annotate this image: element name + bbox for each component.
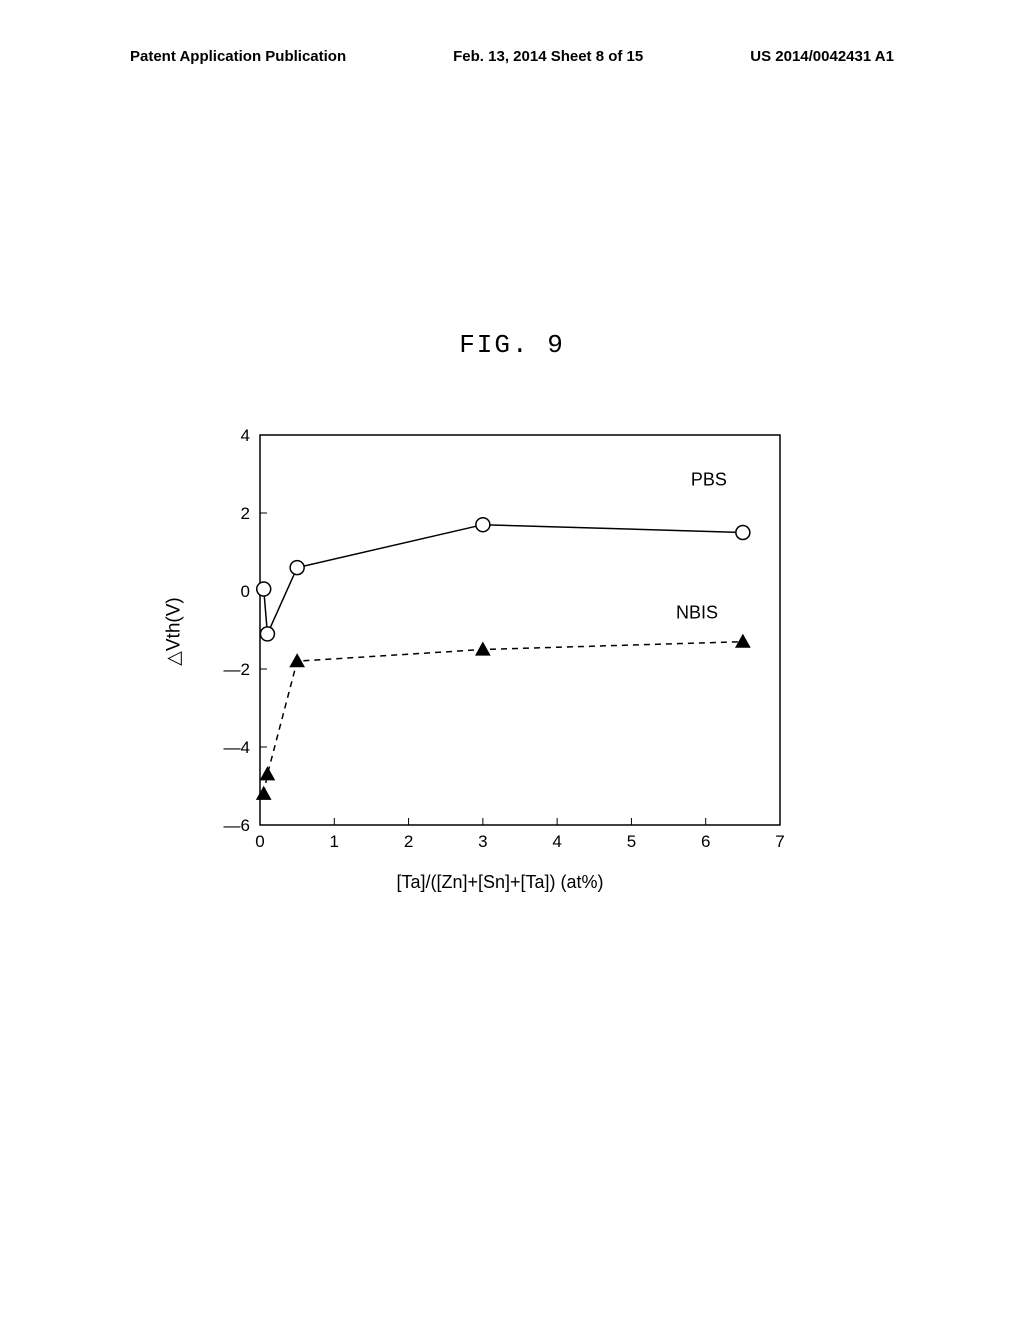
svg-text:3: 3 [478,832,487,851]
svg-text:6: 6 [701,832,710,851]
svg-text:0: 0 [255,832,264,851]
svg-text:4: 4 [241,426,250,445]
header-center: Feb. 13, 2014 Sheet 8 of 15 [453,48,643,65]
svg-text:—4: —4 [224,738,250,757]
y-axis-label: △Vth(V) [163,597,186,665]
svg-text:—2: —2 [224,660,250,679]
svg-text:7: 7 [775,832,784,851]
chart: 0 1 2 3 4 5 6 7 —6 —4 —2 0 2 4 PBS NBIS [200,425,800,875]
page-header: Patent Application Publication Feb. 13, … [0,48,1024,65]
header-right: US 2014/0042431 A1 [750,48,894,65]
svg-text:5: 5 [627,832,636,851]
svg-text:2: 2 [404,832,413,851]
header-left: Patent Application Publication [130,48,346,65]
svg-text:4: 4 [552,832,561,851]
svg-text:NBIS: NBIS [676,602,718,622]
svg-text:0: 0 [241,582,250,601]
svg-text:—6: —6 [224,816,250,835]
x-axis-label: [Ta]/([Zn]+[Sn]+[Ta]) (at%) [200,872,800,893]
svg-text:1: 1 [330,832,339,851]
svg-text:2: 2 [241,504,250,523]
chart-svg: 0 1 2 3 4 5 6 7 —6 —4 —2 0 2 4 PBS NBIS [200,425,800,875]
figure-title: FIG. 9 [0,330,1024,360]
svg-text:PBS: PBS [691,470,727,490]
